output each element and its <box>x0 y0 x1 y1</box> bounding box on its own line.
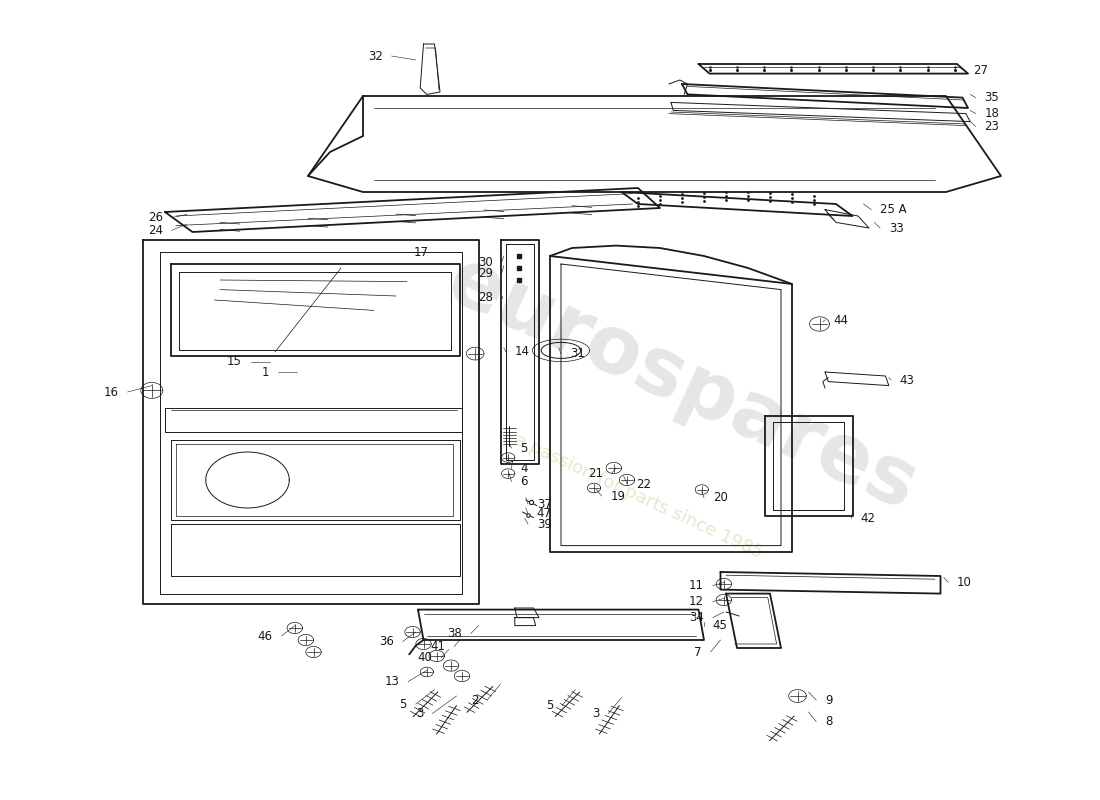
Text: 19: 19 <box>610 490 626 502</box>
Text: 18: 18 <box>984 107 1000 120</box>
Text: 22: 22 <box>636 478 651 490</box>
Text: 10: 10 <box>957 576 972 589</box>
Text: 14: 14 <box>515 346 530 358</box>
Text: 36: 36 <box>378 635 394 648</box>
Text: 37: 37 <box>537 498 552 510</box>
Text: 16: 16 <box>103 386 119 398</box>
Text: 11: 11 <box>689 579 704 592</box>
Text: 20: 20 <box>713 491 728 504</box>
Text: 13: 13 <box>384 675 399 688</box>
Text: 33: 33 <box>889 222 903 234</box>
Text: 39: 39 <box>537 518 552 530</box>
Text: 30: 30 <box>478 256 493 269</box>
Text: 31: 31 <box>570 347 585 360</box>
Text: 28: 28 <box>477 291 493 304</box>
Text: 35: 35 <box>984 91 999 104</box>
Text: 2: 2 <box>471 694 478 706</box>
Text: 34: 34 <box>689 611 704 624</box>
Text: 6: 6 <box>520 475 528 488</box>
Text: 9: 9 <box>825 694 833 706</box>
Text: 15: 15 <box>227 355 242 368</box>
Text: 40: 40 <box>417 651 432 664</box>
Text: 24: 24 <box>147 224 163 237</box>
Text: 26: 26 <box>147 211 163 224</box>
Text: 5: 5 <box>520 442 528 454</box>
Text: eurospares: eurospares <box>434 241 930 527</box>
Text: 32: 32 <box>367 50 383 62</box>
Text: 5: 5 <box>546 699 553 712</box>
Text: 47: 47 <box>537 507 552 520</box>
Text: 5: 5 <box>399 698 407 710</box>
Text: 42: 42 <box>860 512 876 525</box>
Text: 41: 41 <box>430 640 446 653</box>
Text: 3: 3 <box>592 707 600 720</box>
Text: 1: 1 <box>262 366 270 378</box>
Text: a passion for parts since 1985: a passion for parts since 1985 <box>510 430 766 562</box>
Text: 25 A: 25 A <box>880 203 906 216</box>
Text: 46: 46 <box>257 630 273 642</box>
Text: 12: 12 <box>689 595 704 608</box>
Text: 45: 45 <box>713 619 728 632</box>
Text: 7: 7 <box>694 646 702 658</box>
Text: 44: 44 <box>834 314 849 326</box>
Text: 3: 3 <box>416 707 424 720</box>
Text: 23: 23 <box>984 120 1000 133</box>
Text: 21: 21 <box>587 467 603 480</box>
Text: 17: 17 <box>414 246 429 258</box>
Text: 38: 38 <box>448 627 462 640</box>
Text: 27: 27 <box>974 64 989 77</box>
Text: 4: 4 <box>520 462 528 474</box>
Text: 8: 8 <box>825 715 833 728</box>
Text: 43: 43 <box>900 374 915 386</box>
Text: 29: 29 <box>477 267 493 280</box>
